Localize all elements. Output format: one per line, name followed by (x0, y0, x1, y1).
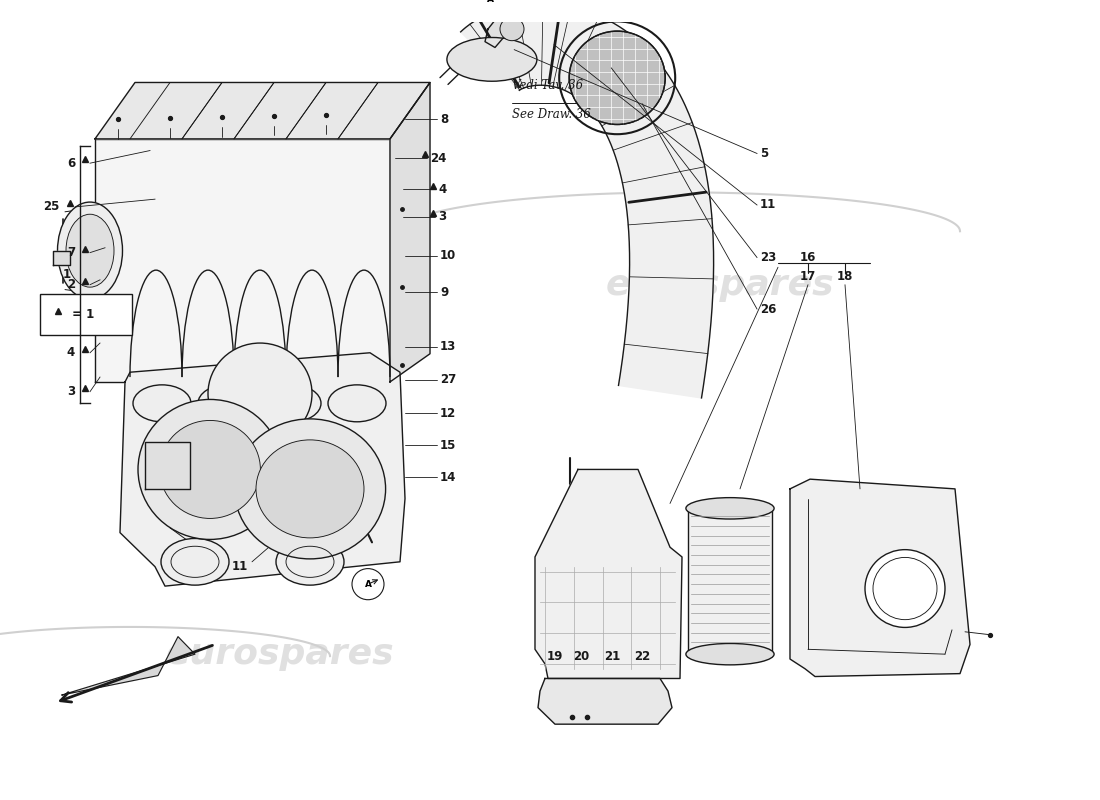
Text: 22: 22 (634, 650, 650, 662)
Polygon shape (538, 678, 672, 724)
Text: 19: 19 (547, 650, 563, 662)
Text: 18: 18 (837, 270, 854, 283)
Ellipse shape (57, 202, 122, 299)
Text: See Draw. 36: See Draw. 36 (512, 108, 591, 121)
Ellipse shape (198, 385, 256, 422)
Text: = 1: = 1 (68, 308, 95, 322)
Text: 16: 16 (800, 251, 816, 264)
Text: 7: 7 (67, 246, 75, 259)
Ellipse shape (256, 440, 364, 538)
Ellipse shape (328, 385, 386, 422)
Text: 20: 20 (573, 650, 590, 662)
Polygon shape (535, 470, 682, 678)
Text: 21: 21 (604, 650, 620, 662)
Text: 27: 27 (440, 374, 456, 386)
Polygon shape (790, 479, 970, 677)
Text: 11: 11 (232, 560, 249, 573)
Text: eurospares: eurospares (606, 268, 834, 302)
Text: 9: 9 (440, 286, 449, 299)
Polygon shape (53, 250, 70, 266)
Text: Vedi Tav. 36: Vedi Tav. 36 (512, 79, 583, 92)
Polygon shape (145, 442, 190, 489)
Text: 25: 25 (44, 201, 60, 214)
Circle shape (569, 31, 666, 125)
Ellipse shape (686, 498, 774, 519)
Text: 11: 11 (760, 198, 777, 211)
Circle shape (500, 18, 524, 41)
Text: 17: 17 (800, 270, 816, 283)
Text: 3: 3 (438, 210, 447, 223)
FancyBboxPatch shape (40, 294, 132, 335)
Polygon shape (62, 637, 195, 695)
Text: A: A (486, 0, 494, 4)
Polygon shape (461, 3, 714, 398)
Text: 24: 24 (430, 152, 447, 165)
Text: 13: 13 (440, 341, 456, 354)
Text: eurospares: eurospares (166, 637, 394, 671)
Text: 3: 3 (67, 385, 75, 398)
Ellipse shape (160, 421, 261, 518)
Circle shape (208, 343, 312, 444)
Text: 5: 5 (760, 147, 768, 160)
Text: 12: 12 (440, 406, 456, 419)
Text: 14: 14 (440, 470, 456, 484)
Bar (688, 508, 772, 654)
Text: 6: 6 (67, 157, 75, 170)
Text: 1: 1 (63, 268, 72, 281)
Circle shape (865, 550, 945, 627)
Ellipse shape (263, 385, 321, 422)
Ellipse shape (138, 399, 282, 539)
Ellipse shape (234, 419, 386, 559)
Polygon shape (390, 82, 430, 382)
Ellipse shape (686, 643, 774, 665)
Polygon shape (95, 139, 390, 382)
Text: 15: 15 (440, 438, 456, 452)
Ellipse shape (66, 214, 114, 287)
Text: 2: 2 (67, 278, 75, 291)
Text: A: A (364, 580, 372, 589)
Ellipse shape (161, 538, 229, 585)
Polygon shape (95, 82, 430, 139)
Polygon shape (485, 16, 508, 47)
Text: 4: 4 (67, 346, 75, 359)
Text: 10: 10 (440, 249, 456, 262)
Text: 23: 23 (760, 251, 777, 264)
Text: 4: 4 (438, 183, 447, 196)
Ellipse shape (133, 385, 191, 422)
Ellipse shape (276, 538, 344, 585)
Polygon shape (120, 353, 405, 586)
Text: 26: 26 (760, 302, 777, 315)
Text: 8: 8 (440, 113, 449, 126)
Ellipse shape (447, 38, 537, 82)
